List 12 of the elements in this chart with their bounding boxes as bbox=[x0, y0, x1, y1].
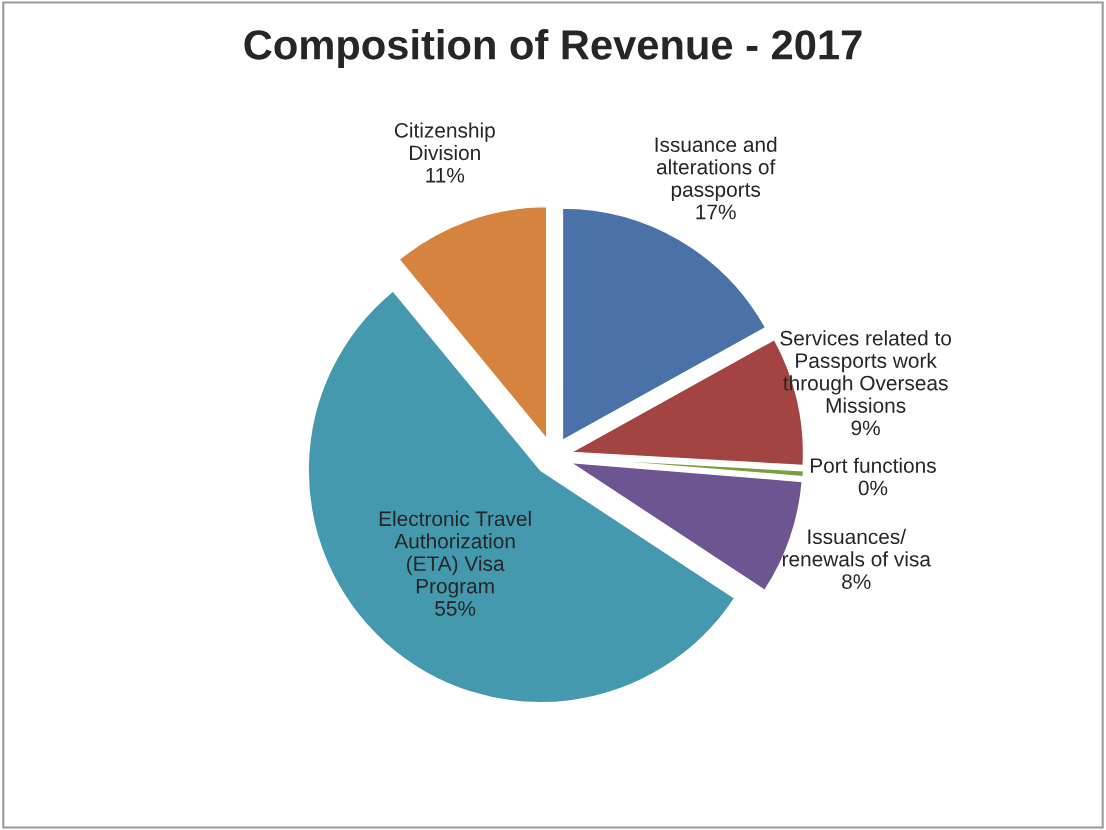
data-label: 0% bbox=[858, 480, 888, 496]
slice-label: Electronic Travel Authorization (ETA) Visa Program bbox=[379, 510, 531, 598]
slice-label: Issuances/ renewals of visa bbox=[782, 528, 931, 567]
data-label: 55% bbox=[435, 601, 476, 616]
chart-title: Composition of Revenue - 2017 bbox=[244, 29, 862, 68]
data-label: 9% bbox=[851, 420, 880, 436]
data-label: 11% bbox=[426, 167, 465, 183]
data-label: 8% bbox=[842, 574, 871, 589]
data-label: 17% bbox=[696, 204, 736, 220]
slice-label: Issuance and alterations of passports bbox=[655, 136, 777, 202]
slice-label: Port functions bbox=[810, 457, 936, 473]
slice-label: Citizenship Division bbox=[394, 122, 495, 161]
